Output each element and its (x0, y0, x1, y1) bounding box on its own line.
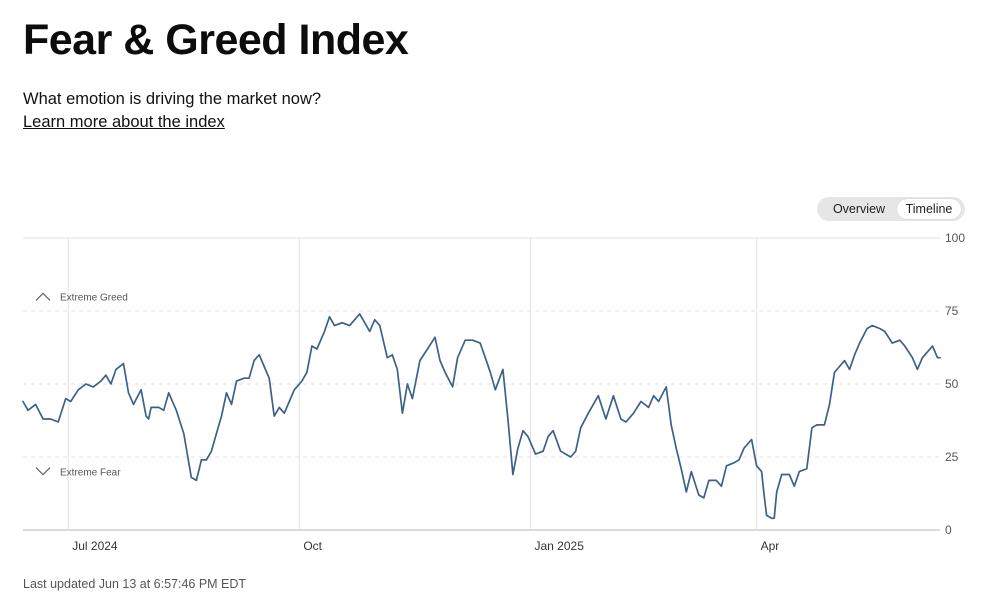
x-tick-label: Oct (303, 539, 322, 553)
extreme-fear-label: Extreme Fear (60, 468, 121, 479)
chart-grid (23, 237, 940, 531)
page-subtitle: What emotion is driving the market now? (23, 90, 322, 108)
view-toggle: Overview Timeline (817, 197, 965, 221)
learn-more-link[interactable]: Learn more about the index (23, 113, 225, 131)
x-tick-label: Jan 2025 (534, 539, 584, 553)
page-title: Fear & Greed Index (23, 16, 409, 64)
y-tick-label: 25 (945, 450, 959, 464)
chevron-up-icon (35, 292, 51, 301)
y-axis: 0 25 50 75 100 (945, 231, 965, 537)
x-axis: Jul 2024 Oct Jan 2025 Apr (72, 539, 779, 553)
y-tick-label: 0 (945, 523, 952, 537)
last-updated-text: Last updated Jun 13 at 6:57:46 PM EDT (23, 577, 247, 591)
chevron-down-icon (35, 467, 51, 476)
overview-tab[interactable]: Overview (832, 202, 886, 216)
index-series-line (22, 313, 941, 520)
y-tick-label: 75 (945, 304, 959, 318)
chart-zones: Extreme Greed Extreme Fear (35, 292, 128, 479)
x-tick-label: Jul 2024 (72, 539, 118, 553)
timeline-tab[interactable]: Timeline (897, 199, 961, 219)
y-tick-label: 100 (945, 231, 965, 245)
extreme-greed-label: Extreme Greed (60, 292, 128, 303)
x-tick-label: Apr (761, 539, 780, 553)
fear-greed-timeline-chart: Extreme Greed Extreme Fear 0 25 50 75 100 Jul… (22, 231, 965, 553)
y-tick-label: 50 (945, 377, 959, 391)
